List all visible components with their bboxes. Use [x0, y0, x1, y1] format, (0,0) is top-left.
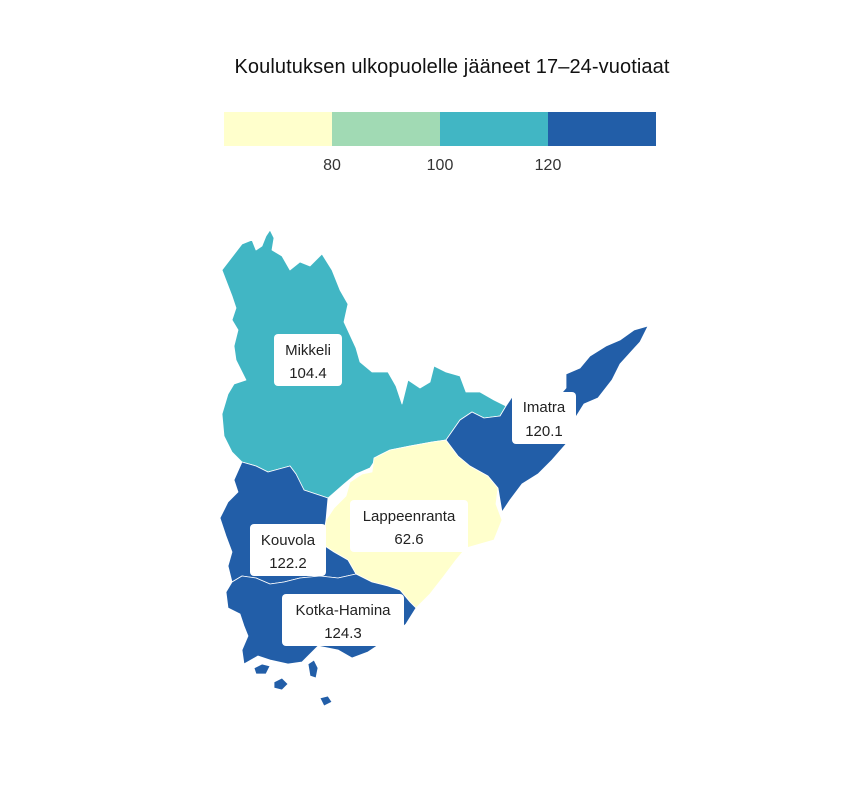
- label-lappeenranta-name: Lappeenranta: [363, 508, 456, 525]
- label-mikkeli-name: Mikkeli: [285, 342, 331, 359]
- islands: [253, 659, 333, 707]
- label-kotka-hamina-value: 124.3: [324, 625, 362, 642]
- label-mikkeli: Mikkeli 104.4: [274, 334, 342, 386]
- label-kotka-hamina: Kotka-Hamina 124.3: [282, 594, 404, 646]
- label-kouvola: Kouvola 122.2: [250, 524, 326, 576]
- label-kouvola-value: 122.2: [269, 555, 307, 572]
- island: [253, 663, 271, 675]
- legend-tick-120: 120: [535, 157, 562, 174]
- island: [307, 659, 319, 679]
- map-title: Koulutuksen ulkopuolelle jääneet 17–24-v…: [234, 56, 670, 78]
- label-lappeenranta: Lappeenranta 62.6: [350, 500, 468, 552]
- label-kouvola-name: Kouvola: [261, 532, 316, 549]
- color-legend: 80 100 120: [224, 112, 656, 174]
- label-imatra-name: Imatra: [523, 399, 566, 416]
- label-kotka-hamina-name: Kotka-Hamina: [295, 602, 391, 619]
- label-mikkeli-value: 104.4: [289, 365, 327, 382]
- legend-tick-80: 80: [323, 157, 341, 174]
- island: [273, 677, 289, 691]
- island: [319, 695, 333, 707]
- legend-swatch-1: [224, 112, 332, 146]
- region-labels: Mikkeli 104.4 Imatra 120.1 Lappeenranta …: [250, 334, 576, 646]
- label-lappeenranta-value: 62.6: [394, 531, 423, 548]
- label-imatra-value: 120.1: [525, 423, 563, 440]
- legend-swatch-3: [440, 112, 548, 146]
- legend-swatch-4: [548, 112, 656, 146]
- legend-swatch-2: [332, 112, 440, 146]
- legend-tick-100: 100: [427, 157, 454, 174]
- label-imatra: Imatra 120.1: [512, 392, 576, 444]
